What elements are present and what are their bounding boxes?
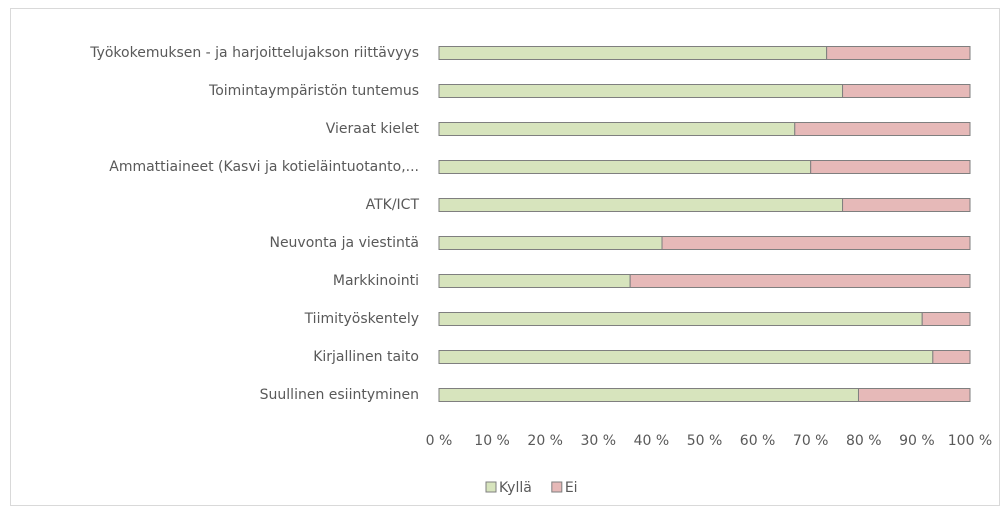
chart-border xyxy=(10,8,1000,506)
x-tick-label: 90 % xyxy=(899,433,935,449)
bar-segment xyxy=(438,46,828,60)
bar-segment xyxy=(438,388,859,402)
bar-segment xyxy=(438,236,663,250)
bar-segment xyxy=(857,388,971,402)
bar-segment xyxy=(842,84,971,98)
legend-swatch xyxy=(485,481,497,493)
x-tick-label: 60 % xyxy=(740,433,776,449)
y-tick-label: Markkinointi xyxy=(333,273,419,289)
bar-segment xyxy=(826,46,971,60)
bar-segment xyxy=(810,160,971,174)
y-tick-label: Toimintaympäristön tuntemus xyxy=(208,83,419,99)
x-tick-label: 70 % xyxy=(793,433,829,449)
bar-segment xyxy=(842,198,971,212)
y-tick-label: Työkokemuksen - ja harjoittelujakson rii… xyxy=(89,45,419,61)
legend-swatch xyxy=(551,481,563,493)
bar-segment xyxy=(661,236,971,250)
bar-segment xyxy=(932,350,971,364)
bar-segment xyxy=(921,312,971,326)
bar-segment xyxy=(438,312,923,326)
x-tick-label: 0 % xyxy=(426,433,453,449)
bar-segment xyxy=(438,274,631,288)
x-tick-label: 50 % xyxy=(687,433,723,449)
y-tick-label: Tiimityöskentely xyxy=(304,311,419,327)
bar-segment xyxy=(438,198,844,212)
x-tick-label: 10 % xyxy=(474,433,510,449)
bar-segment xyxy=(438,160,812,174)
y-tick-label: Neuvonta ja viestintä xyxy=(269,235,419,251)
y-tick-label: Ammattiaineet (Kasvi ja kotieläintuotant… xyxy=(109,159,419,175)
y-tick-label: Suullinen esiintyminen xyxy=(260,387,419,403)
y-tick-label: Vieraat kielet xyxy=(326,121,420,137)
x-tick-label: 100 % xyxy=(948,433,992,449)
bar-segment xyxy=(438,84,844,98)
bar-segment xyxy=(438,350,934,364)
bar-segment xyxy=(794,122,971,136)
legend-label: Kyllä xyxy=(499,480,532,496)
bar-segment xyxy=(629,274,971,288)
x-tick-label: 40 % xyxy=(634,433,670,449)
bar-segment xyxy=(438,122,796,136)
legend-label: Ei xyxy=(565,480,578,496)
x-tick-label: 20 % xyxy=(527,433,563,449)
y-tick-label: Kirjallinen taito xyxy=(313,349,419,365)
x-tick-label: 80 % xyxy=(846,433,882,449)
y-tick-label: ATK/ICT xyxy=(366,197,420,213)
x-tick-label: 30 % xyxy=(581,433,617,449)
